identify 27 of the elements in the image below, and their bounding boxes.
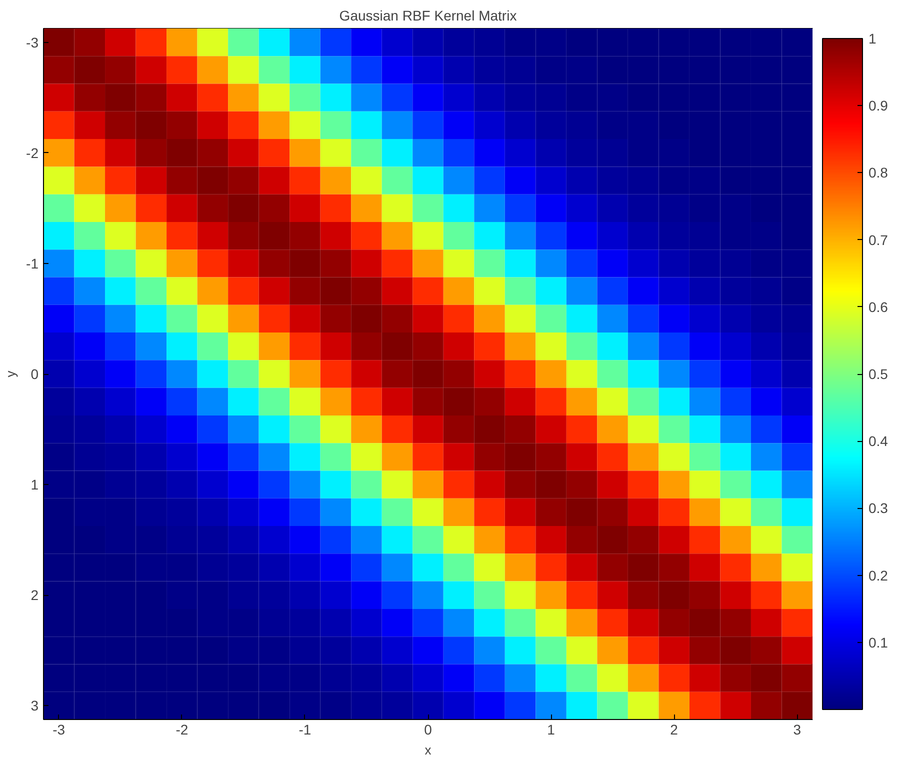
color-bar-label: 0.6	[868, 298, 888, 315]
y-tick-label: 1	[30, 476, 39, 493]
x-tick-label: -3	[52, 722, 66, 738]
color-bar-label: 0.2	[868, 567, 888, 584]
color-bar-label: 0.3	[868, 500, 888, 516]
y-tick-label: -1	[26, 255, 39, 272]
y-axis-title: y	[3, 370, 18, 378]
chart-title: Gaussian RBF Kernel Matrix	[339, 8, 517, 24]
x-axis-title: x	[424, 742, 432, 758]
y-tick-label: -3	[26, 34, 39, 50]
x-tick-label: 2	[670, 722, 678, 738]
color-bar-label: 0.4	[868, 433, 888, 450]
color-bar-label: 0.8	[868, 164, 888, 181]
color-bar-label: 0.7	[868, 232, 888, 248]
color-bar-label: 0.5	[868, 366, 888, 382]
color-bar-label: 0.1	[868, 634, 888, 650]
y-tick-label: 0	[30, 366, 39, 382]
color-bar-label: 1	[868, 30, 876, 46]
x-tick-label: 1	[547, 722, 556, 738]
y-tick-label: 3	[30, 698, 39, 714]
x-tick-label: -1	[298, 722, 312, 738]
x-tick-label: -2	[176, 722, 188, 738]
x-tick-label: 3	[793, 722, 802, 738]
x-tick-label: 0	[424, 722, 432, 738]
color-bar-label: 0.9	[868, 98, 888, 114]
y-tick-label: 2	[30, 587, 39, 604]
y-tick-label: -2	[26, 144, 39, 161]
